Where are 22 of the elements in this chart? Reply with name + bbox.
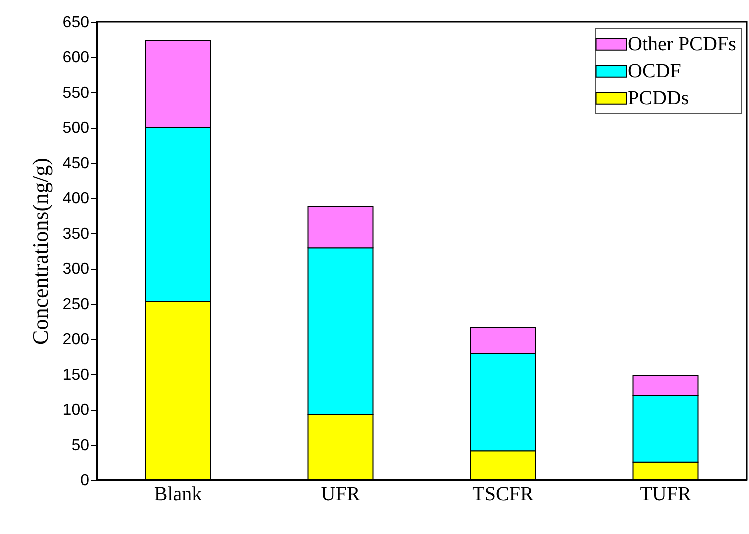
legend-label: OCDF	[628, 60, 682, 82]
y-tick-label: 50	[72, 437, 90, 454]
y-tick-label: 250	[62, 296, 90, 314]
y-tick-label: 300	[62, 261, 90, 278]
y-tick-label: 100	[62, 402, 90, 420]
x-tick-label: Blank	[154, 484, 202, 506]
y-tick-label: 550	[62, 84, 90, 102]
y-tick-label: 0	[80, 472, 90, 490]
y-tick-label: 500	[62, 120, 90, 138]
y-axis-title: Concentrations(ng/g)	[28, 158, 53, 345]
x-tick-label: TSCFR	[472, 484, 534, 506]
x-tick-label: TUFR	[640, 484, 692, 506]
y-tick-label: 200	[62, 332, 90, 349]
x-tick-label: UFR	[321, 484, 361, 506]
legend-label: PCDDs	[628, 88, 690, 110]
y-tick-label: 150	[62, 366, 90, 384]
y-tick-label: 450	[62, 155, 90, 172]
y-tick-label: 650	[62, 14, 90, 32]
y-tick-label: 600	[62, 50, 90, 67]
legend-label: Other PCDFs	[628, 34, 737, 56]
y-tick-label: 350	[62, 226, 90, 243]
y-tick-label: 400	[62, 190, 90, 208]
